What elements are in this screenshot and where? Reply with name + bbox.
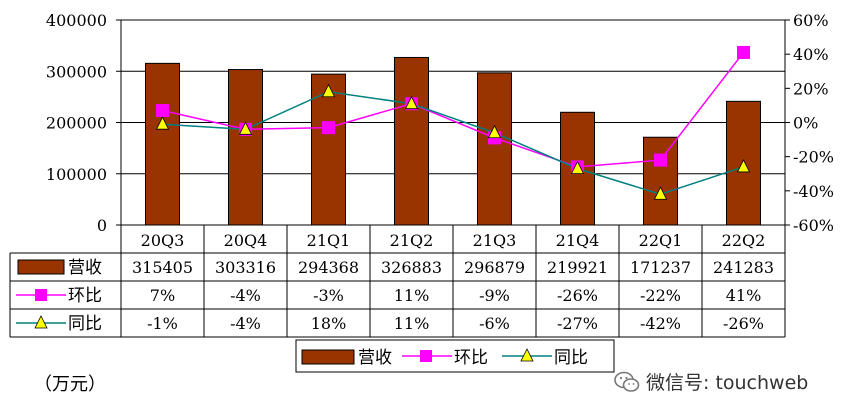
table-cell: -1% <box>147 314 178 333</box>
table-cell: 11% <box>394 286 430 305</box>
point-yoy-20Q3 <box>155 116 170 130</box>
point-yoy-21Q1 <box>321 83 336 98</box>
table-cell: 41% <box>726 286 762 305</box>
category-label: 21Q3 <box>473 231 517 250</box>
point-yoy-21Q4 <box>570 160 585 175</box>
y-left-tick-label: 100000 <box>46 165 107 184</box>
table-cell: -9% <box>479 286 510 305</box>
table-cell: -27% <box>557 314 598 333</box>
category-label: 20Q4 <box>224 231 268 250</box>
y-right-tick-label: 20% <box>793 79 829 98</box>
table-cell: 294368 <box>298 258 359 277</box>
y-left-tick-label: 400000 <box>46 11 107 30</box>
bar-revenue-20Q4 <box>228 69 263 226</box>
bar-revenue-20Q3 <box>145 62 180 226</box>
point-yoy-22Q2 <box>736 159 751 173</box>
wechat-icon <box>614 371 640 392</box>
table-cell: -6% <box>479 314 510 333</box>
y-left-tick-label: 200000 <box>46 114 107 133</box>
point-qoq-22Q2 <box>737 45 750 59</box>
table-cell: 296879 <box>464 258 525 277</box>
table-cell: 219921 <box>547 258 608 277</box>
table-cell: 241283 <box>713 258 774 277</box>
table-cell: 315405 <box>132 258 193 277</box>
table-row-label: 同比 <box>68 314 102 334</box>
watermark: 微信号: touchweb <box>614 368 808 395</box>
legend-label-revenue: 营收 <box>358 348 392 368</box>
table-key-qoq-marker <box>35 289 47 301</box>
category-label: 21Q4 <box>556 231 600 250</box>
legend-label-qoq: 环比 <box>454 348 488 368</box>
table-row-label: 环比 <box>68 286 102 306</box>
point-yoy-20Q4 <box>238 121 253 135</box>
table-key-yoy-marker <box>34 315 48 329</box>
bar-revenue-21Q1 <box>311 73 346 226</box>
category-label: 22Q1 <box>639 231 683 250</box>
table-cell: -26% <box>557 286 598 305</box>
table-cell: -26% <box>723 314 764 333</box>
point-qoq-22Q1 <box>654 153 667 167</box>
table-cell: 171237 <box>630 258 691 277</box>
table-cell: -4% <box>230 314 261 333</box>
watermark-text: 微信号: touchweb <box>646 372 809 394</box>
table-cell: -3% <box>313 286 344 305</box>
table-cell: 11% <box>394 314 430 333</box>
point-yoy-22Q1 <box>653 186 668 200</box>
legend-key-yoy-marker <box>520 348 534 362</box>
category-label: 20Q3 <box>141 231 185 250</box>
y-right-tick-label: 0% <box>793 114 818 133</box>
y-left-tick-label: 300000 <box>46 62 107 81</box>
table-key-revenue <box>17 259 65 275</box>
y-right-tick-label: 40% <box>793 45 829 64</box>
point-yoy-21Q2 <box>404 95 419 110</box>
table-cell: -4% <box>230 286 261 305</box>
category-label: 21Q1 <box>307 231 351 250</box>
bar-revenue-21Q3 <box>477 72 512 226</box>
y-right-tick-label: -40% <box>793 182 834 201</box>
table-cell: 7% <box>150 286 175 305</box>
y-right-tick-label: 60% <box>793 11 829 30</box>
y-right-tick-label: -20% <box>793 148 834 167</box>
point-qoq-20Q3 <box>156 104 169 118</box>
y-right-tick-label: -60% <box>793 216 834 235</box>
table-cell: -22% <box>640 286 681 305</box>
point-qoq-21Q1 <box>322 121 335 135</box>
legend-key-qoq-marker <box>420 350 432 362</box>
legend-key-revenue <box>301 349 355 365</box>
line-yoy <box>162 90 744 196</box>
table-row-label: 营收 <box>68 258 102 278</box>
bar-revenue-21Q2 <box>394 56 429 226</box>
table-cell: 18% <box>311 314 347 333</box>
table-cell: 303316 <box>215 258 276 277</box>
unit-note: （万元） <box>34 374 106 395</box>
table-cell: 326883 <box>381 258 442 277</box>
bar-revenue-22Q1 <box>643 136 678 226</box>
category-label: 21Q2 <box>390 231 434 250</box>
table-cell: -42% <box>640 314 681 333</box>
point-yoy-21Q3 <box>487 124 502 139</box>
y-left-tick-label: 0 <box>97 216 107 235</box>
legend-label-yoy: 同比 <box>554 348 588 368</box>
line-qoq <box>162 52 745 168</box>
category-label: 22Q2 <box>722 231 766 250</box>
